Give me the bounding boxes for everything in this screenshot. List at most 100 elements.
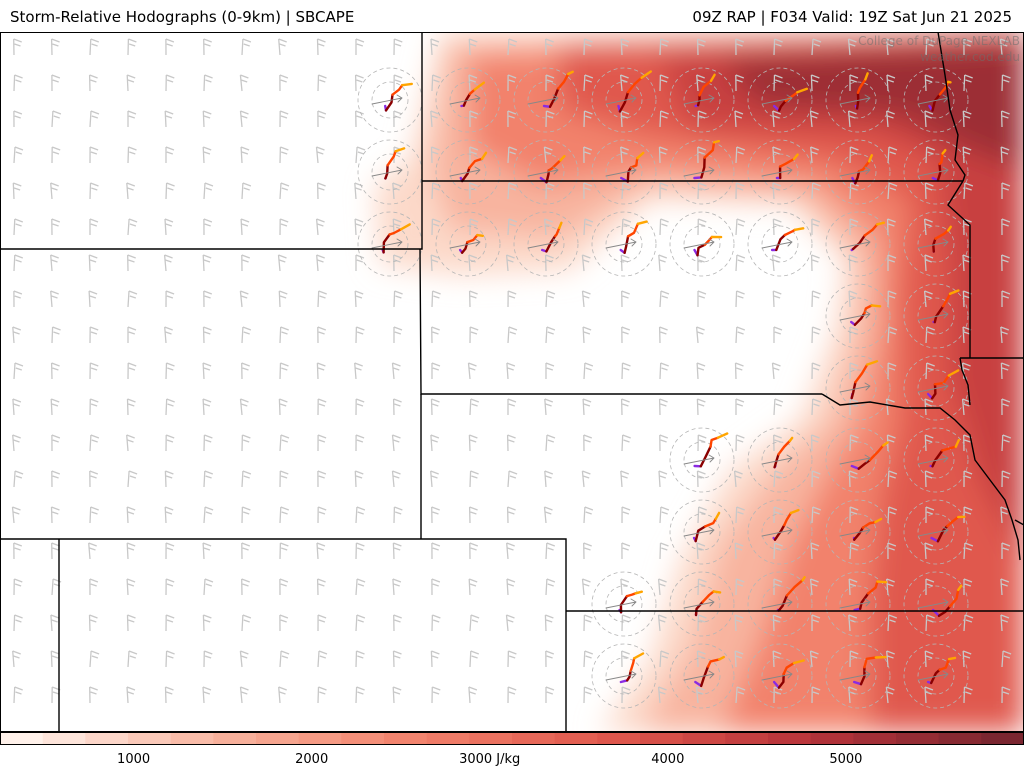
hodograph-segment (698, 79, 713, 97)
wind-barb (658, 146, 668, 164)
wind-barb (659, 650, 670, 668)
wind-barb (203, 650, 213, 668)
wind-barb (887, 506, 898, 524)
storm-motion-arrow (449, 166, 481, 177)
wind-barb (202, 254, 212, 272)
hodograph-ring (591, 211, 657, 277)
storm-motion-arrow (683, 94, 715, 105)
wind-barb (771, 362, 781, 380)
hodograph-segment (709, 436, 720, 448)
wind-barb (126, 686, 136, 704)
hodograph-segment (629, 157, 639, 169)
wind-barb (468, 38, 478, 56)
wind-barb (1000, 110, 1010, 128)
hodograph-segment (947, 225, 952, 232)
hodograph-ring (527, 225, 565, 263)
hodograph-segment (863, 304, 873, 315)
hodograph-ring (449, 225, 487, 263)
storm-motion-arrow (449, 94, 481, 105)
hodograph-segment (775, 233, 787, 252)
wind-barb (468, 434, 478, 452)
wind-barb (583, 650, 594, 668)
border-wy-sd-west (0, 32, 423, 250)
colorbar-tick-label: 4000 (651, 752, 685, 767)
storm-motion-arrow (683, 670, 715, 681)
wind-barb (735, 182, 745, 200)
hodograph-ring (747, 67, 813, 133)
wind-barb (507, 470, 518, 488)
wind-barb (469, 614, 480, 632)
wind-barb (963, 578, 973, 595)
hodograph-ring (839, 513, 877, 551)
hodograph-ring (917, 369, 955, 407)
wind-barb (165, 38, 175, 56)
wind-barb (239, 290, 249, 308)
wind-barb (697, 110, 707, 128)
wind-barb (164, 110, 174, 128)
hodograph-ring (917, 153, 955, 191)
hodograph-ring (917, 225, 955, 263)
colorbar-step (640, 732, 684, 745)
wind-barb (507, 74, 517, 92)
hodograph-segment (941, 149, 947, 155)
hodograph-ring (683, 657, 721, 695)
wind-barb (697, 614, 707, 632)
colorbar-tick-label: 1000 (117, 752, 151, 767)
wind-barb (811, 218, 821, 236)
storm-motion-arrow (761, 454, 793, 465)
wind-barb (431, 362, 441, 379)
hodograph-segment (401, 82, 413, 87)
hodograph-ring (683, 585, 721, 623)
storm-motion-arrow (839, 238, 871, 249)
hodograph-segment (876, 580, 888, 584)
hodograph-ring (371, 153, 409, 191)
hodograph-ring (669, 499, 735, 565)
wind-barb (51, 470, 61, 488)
wind-barb (279, 110, 289, 128)
wind-barb (1001, 254, 1010, 272)
wind-barb (505, 254, 515, 272)
hodograph-ring (669, 427, 735, 493)
wind-barb (621, 506, 631, 524)
storm-motion-arrow (761, 166, 793, 177)
wind-barb (696, 362, 706, 380)
hodograph-segment (788, 436, 794, 443)
wind-barb (1001, 434, 1012, 452)
wind-barb (811, 326, 821, 344)
hodograph-segment (712, 139, 720, 144)
hodograph-segment (859, 592, 870, 610)
wind-barb (431, 326, 440, 344)
wind-barb (88, 542, 97, 560)
storm-motion-arrow (917, 598, 949, 609)
wind-barb (581, 470, 591, 488)
hodograph-ring (761, 513, 799, 551)
hodograph-ring (903, 139, 969, 205)
wind-barb (545, 542, 556, 560)
wind-barb (1000, 614, 1010, 632)
hodograph-segment (782, 661, 796, 676)
wind-barb (657, 578, 667, 596)
hodograph-segment (789, 508, 800, 515)
wind-barb (241, 542, 251, 560)
wind-barb (583, 434, 593, 452)
wind-barb (431, 506, 440, 524)
hodograph-ring (839, 657, 877, 695)
wind-barb (772, 290, 782, 308)
storm-motion-arrow (761, 598, 793, 609)
hodograph-segment (936, 162, 942, 182)
hodograph-segment (793, 227, 805, 231)
hodograph-segment (634, 590, 643, 595)
wind-barb (164, 470, 174, 488)
hodograph-ring (825, 283, 891, 349)
wind-barb (659, 542, 669, 560)
wind-barb (735, 506, 745, 524)
hodograph-ring (435, 211, 501, 277)
wind-barb (354, 74, 364, 92)
hodograph-segment (857, 160, 871, 173)
wind-barb (202, 110, 212, 128)
wind-barb (203, 470, 214, 488)
wind-barb (88, 614, 98, 632)
hodograph-segment (716, 432, 729, 439)
wind-barb (696, 470, 706, 488)
wind-barb (849, 650, 859, 668)
